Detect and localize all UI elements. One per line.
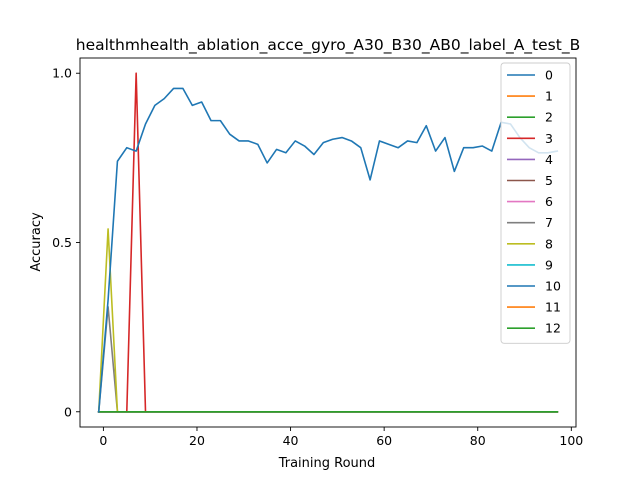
series-line-0 <box>97 87 559 413</box>
y-tick-label: 1.0 <box>52 66 72 81</box>
x-tick-label: 20 <box>189 433 205 448</box>
x-axis-label: Training Round <box>278 456 376 471</box>
y-axis-label: Accuracy <box>29 212 44 272</box>
legend-label-7: 7 <box>545 215 553 230</box>
plot-area <box>97 72 559 413</box>
legend-label-10: 10 <box>545 279 561 294</box>
x-tick-label: 0 <box>99 433 107 448</box>
legend-label-12: 12 <box>545 321 561 336</box>
legend-label-0: 0 <box>545 68 553 83</box>
legend-label-8: 8 <box>545 236 553 251</box>
legend-label-11: 11 <box>545 300 561 315</box>
x-tick-label: 100 <box>559 433 583 448</box>
legend-label-3: 3 <box>545 131 553 146</box>
x-tick-label: 40 <box>283 433 299 448</box>
chart-title: healthmhealth_ablation_acce_gyro_A30_B30… <box>76 36 580 55</box>
legend-box <box>500 62 571 344</box>
x-tick-label: 60 <box>376 433 392 448</box>
legend-label-2: 2 <box>545 110 553 125</box>
legend-label-9: 9 <box>545 257 553 272</box>
x-tick-label: 80 <box>470 433 486 448</box>
legend-label-1: 1 <box>545 89 553 104</box>
y-tick-label: 0 <box>64 404 72 419</box>
y-tick-label: 0.5 <box>52 235 72 250</box>
legend-label-6: 6 <box>545 194 553 209</box>
legend-label-4: 4 <box>545 152 553 167</box>
legend-label-5: 5 <box>545 173 553 188</box>
